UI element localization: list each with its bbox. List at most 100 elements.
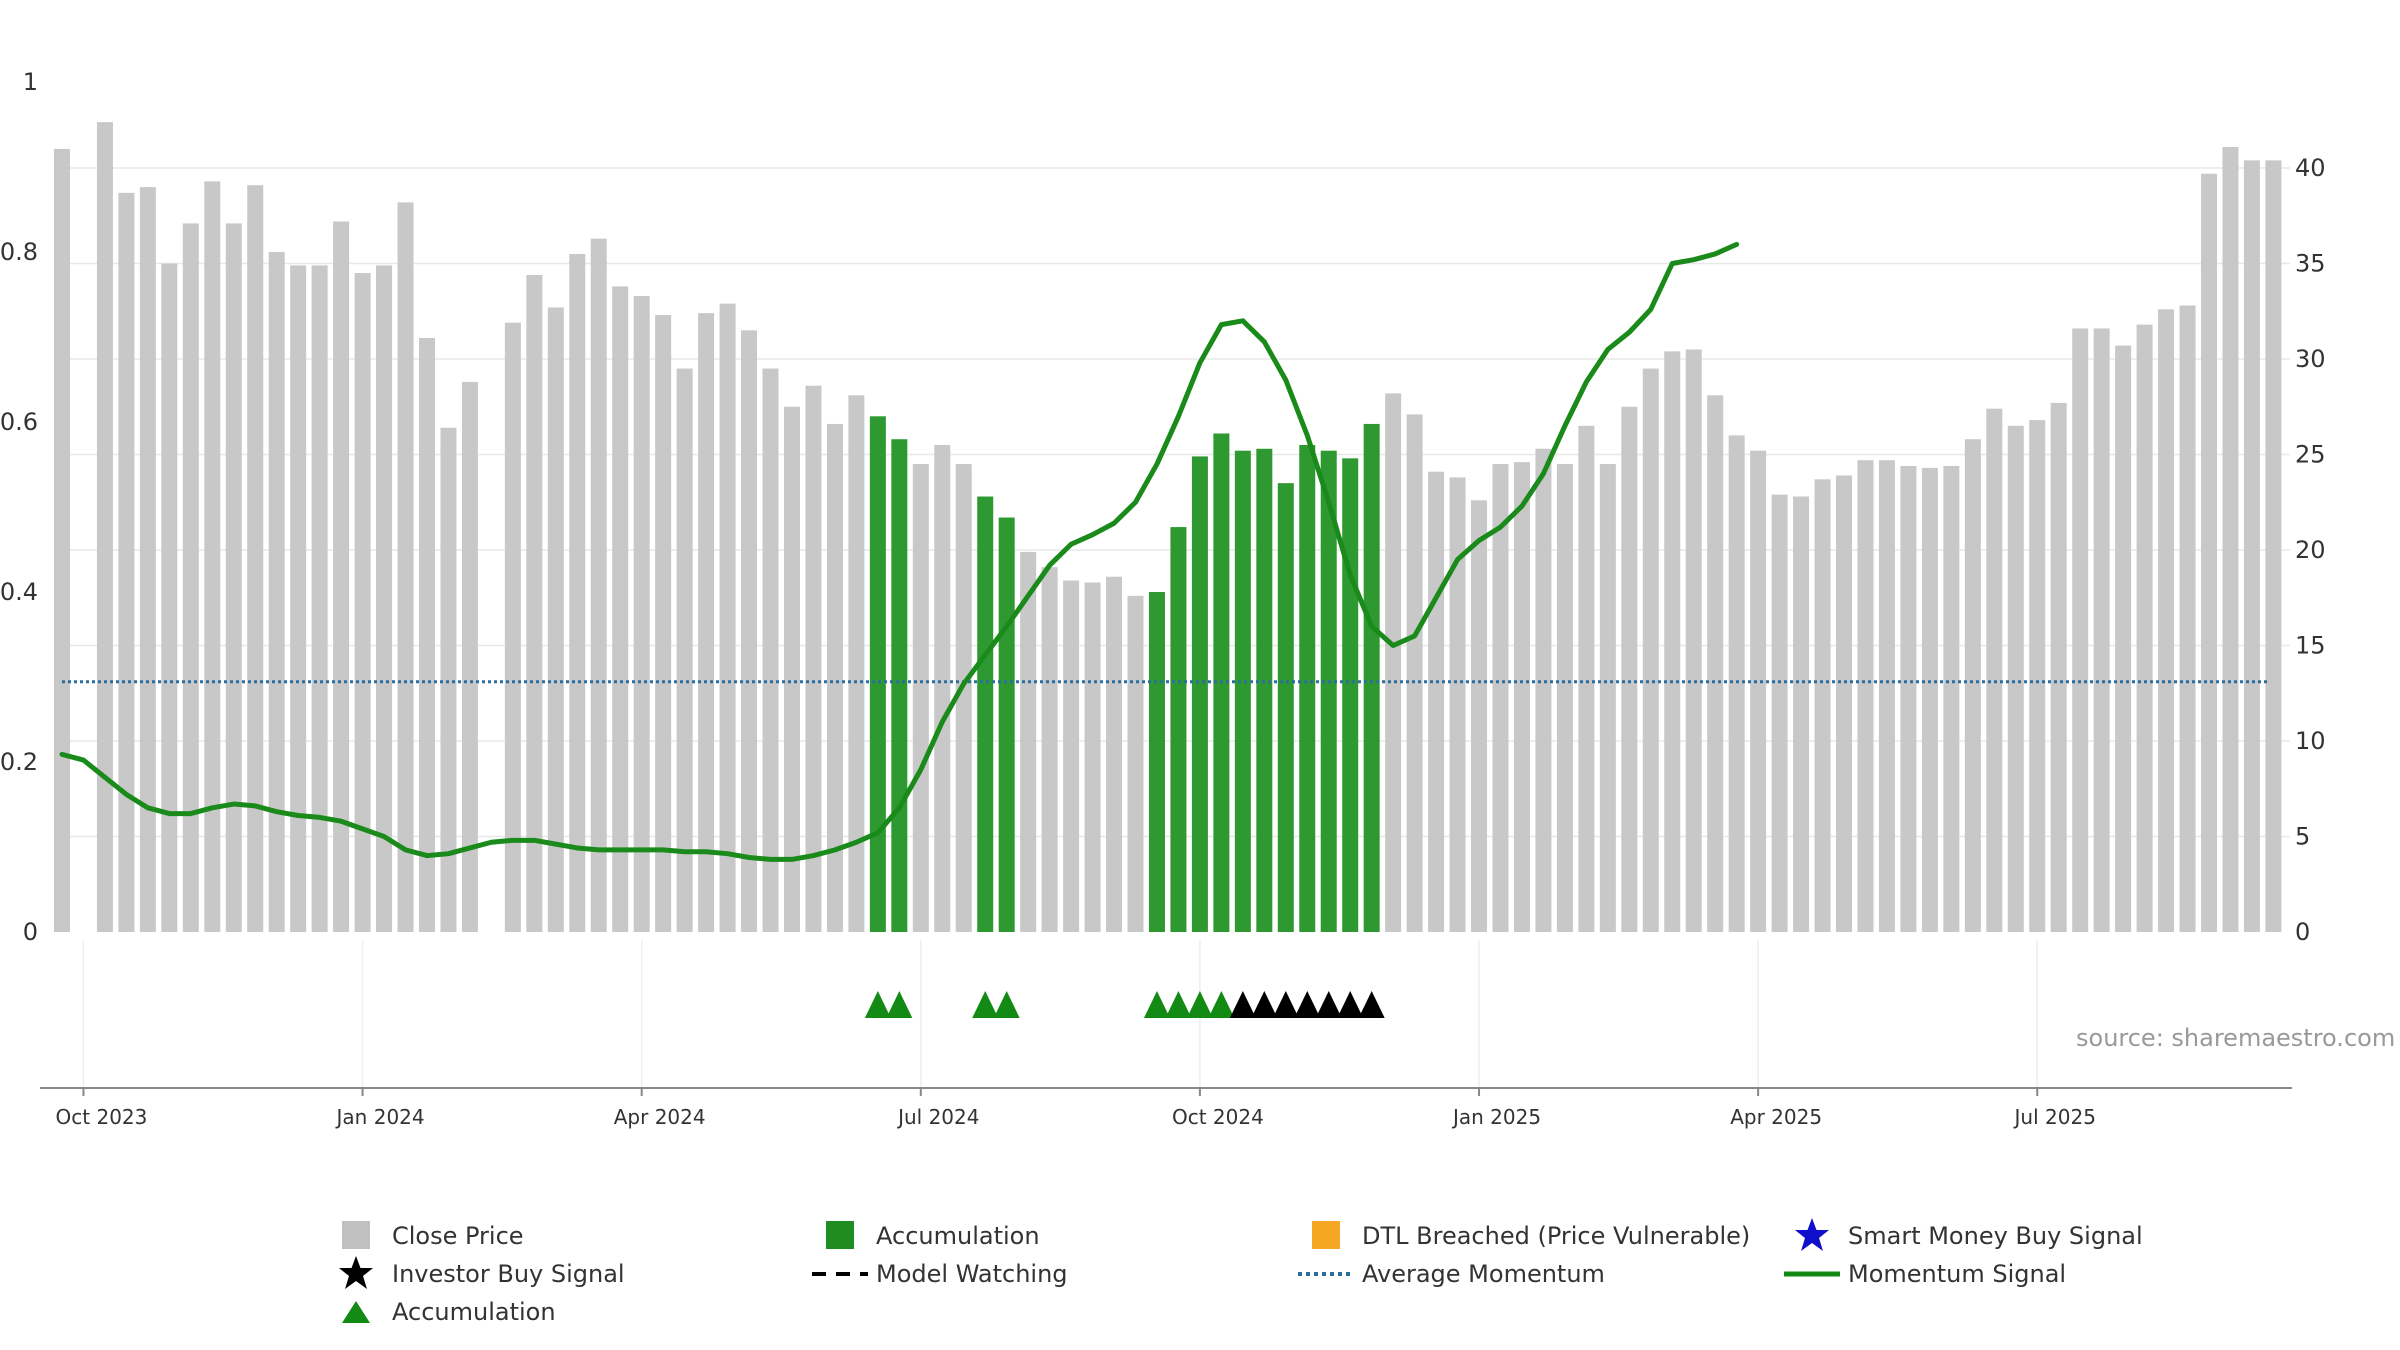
close-price-bar <box>1492 464 1509 932</box>
source-watermark: source: sharemaestro.com <box>2076 1024 2396 1052</box>
close-price-bar <box>1771 494 1788 932</box>
close-price-bar <box>1900 465 1917 932</box>
close-price-bar <box>762 368 779 932</box>
accumulation-marker <box>864 991 891 1018</box>
close-price-bar <box>1535 448 1552 932</box>
momentum-signal-path <box>59 241 1740 862</box>
accumulation-marker <box>1165 991 1192 1018</box>
close-price-bar <box>2265 160 2282 933</box>
close-price-bar <box>612 286 629 932</box>
close-price-bar <box>182 223 199 932</box>
investor-buy-marker <box>1358 991 1385 1018</box>
close-price-bar <box>912 464 929 932</box>
close-price-bar <box>783 406 800 932</box>
investor-buy-marker <box>1337 991 1364 1018</box>
investor-buy-marker <box>1315 991 1342 1018</box>
close-price-bar <box>1020 551 1037 932</box>
x-axis-tick-label: Oct 2023 <box>56 1105 148 1129</box>
close-price-bar <box>268 252 285 933</box>
close-price-bar <box>1127 595 1144 932</box>
accumulation-bar <box>1363 423 1380 932</box>
accumulation-marker <box>1186 991 1213 1018</box>
close-price-bar <box>1814 479 1831 932</box>
close-price-bar <box>848 395 865 932</box>
close-price-bar <box>1664 351 1681 932</box>
right-axis-tick-label: 15 <box>2295 632 2326 660</box>
close-price-bar <box>418 337 435 932</box>
x-axis-tick-label: Jul 2025 <box>2013 1105 2096 1129</box>
x-axis-tick-label: Apr 2025 <box>1730 1105 1822 1129</box>
x-axis-tick-label: Jul 2024 <box>896 1105 979 1129</box>
right-axis-tick-label: 30 <box>2295 345 2326 373</box>
close-price-bar <box>1406 414 1423 932</box>
close-price-bar <box>741 330 758 933</box>
close-price-bar <box>2222 146 2239 933</box>
close-price-bar <box>1578 425 1595 932</box>
close-price-bar <box>376 265 393 932</box>
close-price-bar <box>1556 464 1573 932</box>
close-price-bar <box>1943 465 1960 932</box>
accumulation-marker <box>886 991 913 1018</box>
right-axis-tick-label: 5 <box>2295 823 2310 851</box>
close-price-bar <box>461 381 478 932</box>
right-axis-tick-label: 0 <box>2295 918 2310 946</box>
close-price-bar <box>139 187 156 933</box>
accumulation-bar <box>1277 483 1294 932</box>
close-price-bar <box>290 265 307 932</box>
right-axis: 0 5 10 15 20 25 30 35 40 <box>2295 154 2326 946</box>
close-price-bar <box>2136 324 2153 932</box>
close-price-bar <box>2243 160 2260 933</box>
close-price-bar <box>225 223 242 932</box>
close-price-bar <box>676 368 693 932</box>
left-axis-tick-label: 0.8 <box>0 238 38 266</box>
close-price-bar <box>1471 500 1488 932</box>
close-price-bar <box>440 427 457 932</box>
close-price-bar <box>1986 408 2003 932</box>
close-price-bar <box>633 295 650 933</box>
close-price-bar <box>96 122 113 932</box>
x-axis-tick-label: Jan 2024 <box>335 1105 425 1129</box>
close-price-bar <box>333 221 350 933</box>
close-price-bar <box>1642 368 1659 932</box>
close-price-bar <box>2029 420 2046 932</box>
investor-buy-marker <box>1272 991 1299 1018</box>
close-price-bar <box>655 315 672 932</box>
close-price-bar <box>354 273 371 932</box>
x-axis: Oct 2023 Jan 2024 Apr 2024 Jul 2024 Oct 2024… <box>40 1087 2292 1129</box>
close-price-bar <box>1707 395 1724 932</box>
accumulation-bar <box>891 439 908 932</box>
x-axis-tick-label: Jan 2025 <box>1451 1105 1541 1129</box>
close-price-bar <box>1063 580 1080 932</box>
left-axis-tick-label: 0.4 <box>0 578 38 606</box>
close-price-bar <box>719 303 736 932</box>
accumulation-bar <box>1342 458 1359 932</box>
close-price-bar <box>1685 349 1702 932</box>
accumulation-bar <box>1170 527 1187 932</box>
close-price-bar <box>2179 305 2196 932</box>
close-price-bar <box>1041 567 1058 932</box>
close-price-bar <box>1921 467 1938 932</box>
close-price-bar <box>1385 393 1402 932</box>
signal-panel <box>82 940 2038 1088</box>
close-price-bar <box>1599 464 1616 932</box>
close-price-bar <box>2093 328 2110 932</box>
close-price-bar <box>1964 439 1981 932</box>
right-axis-tick-label: 10 <box>2295 727 2326 755</box>
momentum-signal-line <box>59 241 1740 862</box>
close-price-bar <box>118 192 135 932</box>
accumulation-bar <box>998 517 1015 932</box>
investor-buy-marker <box>1251 991 1278 1018</box>
close-price-bar <box>1428 471 1445 932</box>
right-axis-tick-label: 20 <box>2295 536 2326 564</box>
right-axis-tick-label: 25 <box>2295 441 2326 469</box>
right-axis-tick-label: 35 <box>2295 250 2326 278</box>
left-axis-tick-label: 0.2 <box>0 748 38 776</box>
close-price-bar <box>934 444 951 932</box>
accumulation-bar <box>1191 456 1208 932</box>
price-bars <box>54 122 2282 933</box>
close-price-bar <box>2201 173 2217 933</box>
investor-buy-marker <box>1294 991 1321 1018</box>
investor-buy-marker <box>1229 991 1256 1018</box>
close-price-bar <box>2072 328 2089 932</box>
